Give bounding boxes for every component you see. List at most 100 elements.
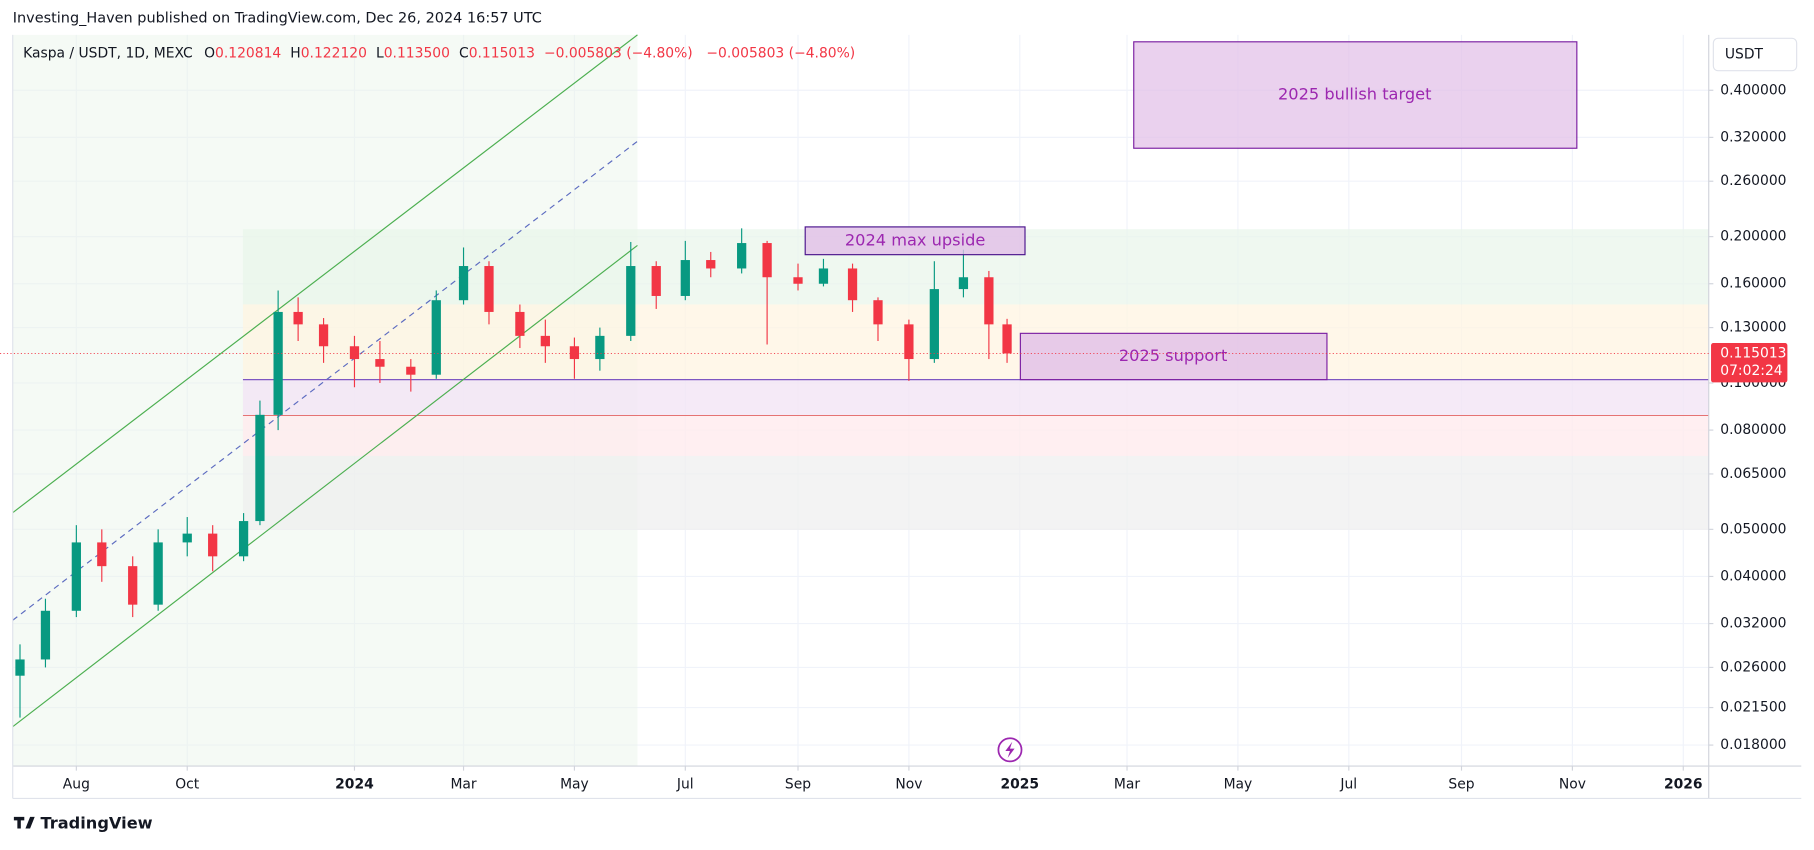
- channel-lower: [12, 244, 638, 728]
- y-tick-label: 0.400000: [1720, 82, 1786, 98]
- x-tick-label: May: [1224, 777, 1253, 793]
- currency[interactable]: USDT: [1725, 47, 1764, 63]
- x-tick-label: Mar: [1114, 777, 1140, 793]
- y-tick-label: 0.050000: [1720, 521, 1786, 537]
- candle-body: [706, 260, 716, 269]
- x-tick-label: 2024: [335, 777, 374, 793]
- candle-body: [128, 566, 138, 605]
- candle-body: [208, 533, 218, 557]
- candle-body: [15, 659, 25, 676]
- y-tick-label: 0.040000: [1720, 568, 1786, 584]
- y-tick-label: 0.021500: [1720, 700, 1786, 716]
- footer: TradingView: [40, 813, 152, 832]
- y-tick-label: 0.065000: [1720, 466, 1786, 482]
- y-tick-label: 0.026000: [1720, 659, 1786, 675]
- candle-body: [273, 311, 283, 415]
- candle-body: [153, 542, 163, 605]
- y-tick-label: 0.080000: [1720, 422, 1786, 438]
- annotation: 2024 max upside: [845, 230, 985, 249]
- support-box: [1019, 332, 1328, 381]
- currency-button[interactable]: [1712, 37, 1798, 72]
- candle-body: [318, 324, 329, 347]
- y-tick-label: 0.260000: [1720, 173, 1786, 189]
- x-tick-label: Jul: [676, 777, 694, 793]
- legend: Kaspa / USDT, 1D, MEXC O0.120814 H0.1221…: [23, 45, 855, 61]
- candle-body: [737, 243, 747, 269]
- y-tick-label: 0.130000: [1720, 320, 1786, 336]
- candle-body: [238, 521, 249, 557]
- upside-box: [804, 226, 1026, 256]
- x-tick-label: 2025: [1000, 777, 1039, 793]
- candle-body: [958, 277, 969, 290]
- countdown: 07:02:24: [1720, 363, 1782, 379]
- candle-body: [71, 542, 81, 611]
- candle-body: [929, 289, 939, 360]
- annotation: 2025 support: [1119, 346, 1228, 365]
- change: −0.005803 (−4.80%): [706, 45, 855, 61]
- x-tick-label: 2026: [1664, 777, 1703, 793]
- x-tick-label: Nov: [895, 777, 922, 793]
- candle-body: [97, 542, 107, 567]
- candle-body: [569, 346, 580, 360]
- ohlc-label: L: [376, 45, 384, 61]
- candle-body: [540, 335, 550, 347]
- candle-body: [680, 260, 690, 296]
- candle-body: [182, 533, 192, 543]
- candle-body: [793, 277, 803, 284]
- candle-body: [651, 266, 661, 296]
- events-icon-bolt: [1005, 741, 1015, 758]
- zone: [242, 415, 1709, 456]
- last-price-label: 0.115013: [1720, 345, 1786, 361]
- target-box: [1133, 41, 1578, 149]
- zone: [242, 379, 1709, 416]
- ohlc-value: 0.120814: [215, 45, 281, 61]
- x-tick-label: Sep: [1448, 777, 1474, 793]
- candle-body: [431, 300, 441, 375]
- x-tick-label: Sep: [785, 777, 811, 793]
- last-price-tag: [1711, 343, 1788, 383]
- ohlc-label: C: [459, 45, 469, 61]
- y-tick-label: 0.160000: [1720, 276, 1786, 292]
- ohlc-label: H: [290, 45, 300, 61]
- change: −0.005803 (−4.80%): [544, 45, 693, 61]
- y-tick-label: 0.320000: [1720, 129, 1786, 145]
- candles: [15, 228, 1012, 718]
- ohlc-label: O: [204, 45, 215, 61]
- candle-body: [904, 324, 914, 360]
- candle-body: [406, 366, 416, 375]
- x-tick-label: Mar: [450, 777, 476, 793]
- x-tick-label: Aug: [63, 777, 90, 793]
- ohlc-value: 0.115013: [469, 45, 535, 61]
- candle-body: [515, 311, 525, 336]
- candle-body: [847, 268, 858, 301]
- candle-body: [595, 335, 605, 360]
- zone: [242, 304, 1709, 380]
- x-tick-label: May: [560, 777, 589, 793]
- logo: [13, 816, 35, 829]
- candle-body: [349, 346, 360, 360]
- candle-body: [626, 266, 636, 336]
- x-tick-label: Nov: [1559, 777, 1586, 793]
- y-tick-label: 0.018000: [1720, 737, 1786, 753]
- annotation: 2025 bullish target: [1278, 85, 1431, 104]
- zone: [242, 455, 1709, 531]
- x-tick-label: Jul: [1339, 777, 1357, 793]
- candle-body: [873, 300, 883, 325]
- candle-body: [818, 268, 829, 284]
- candle-body: [1002, 324, 1012, 354]
- candle-body: [40, 610, 51, 660]
- candle-body: [762, 243, 772, 278]
- candle-body: [984, 277, 994, 325]
- x-tick-label: Oct: [175, 777, 200, 793]
- candle-body: [293, 311, 303, 325]
- candle-body: [484, 266, 494, 312]
- y-tick-label: 0.200000: [1720, 229, 1786, 245]
- channel-upper: [12, 34, 638, 514]
- ohlc-value: 0.122120: [301, 45, 367, 61]
- y-tick-label: 0.032000: [1720, 616, 1786, 632]
- channel-mid: [12, 140, 638, 621]
- ohlc-value: 0.113500: [384, 45, 450, 61]
- candle-body: [458, 266, 469, 301]
- symbol: Kaspa / USDT, 1D, MEXC: [23, 45, 193, 61]
